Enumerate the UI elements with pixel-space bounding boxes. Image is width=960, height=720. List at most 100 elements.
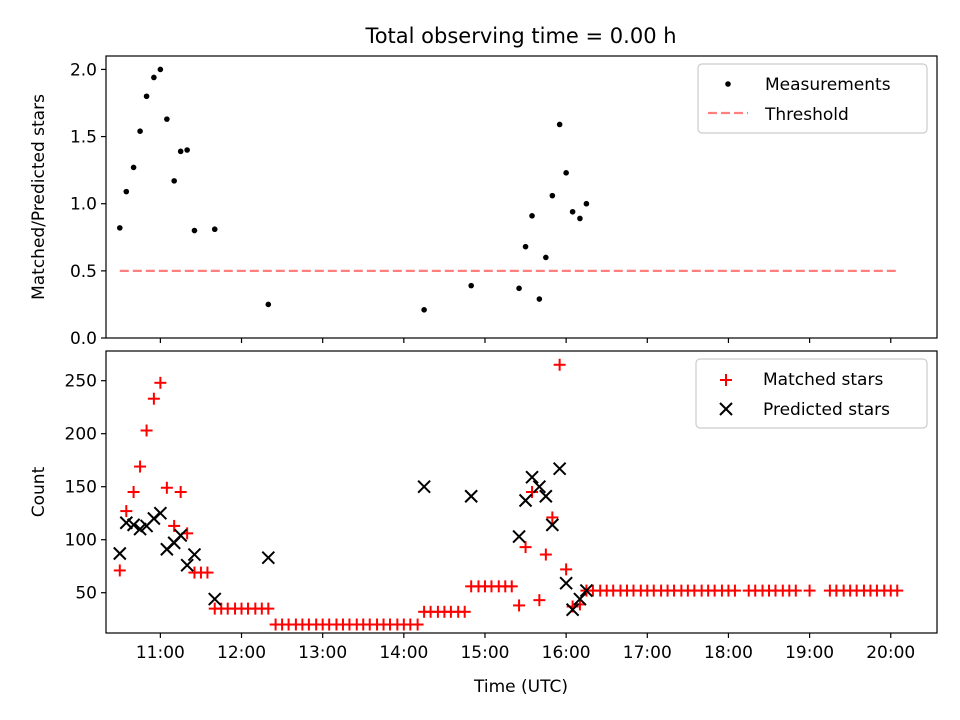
predicted-point [565,602,580,617]
predicted-point [464,489,478,503]
matched-point [553,358,566,371]
x-tick-label: 17:00 [623,643,672,663]
legend-label-matched: Matched stars [763,370,883,390]
matched-point [891,584,904,597]
matched-point [789,584,802,597]
measurement-point [516,285,522,292]
measurement-point [468,282,474,289]
legend-count: Matched stars Predicted stars [695,358,928,429]
legend-box-ratio [697,63,928,134]
y-tick-label: 250 [65,372,97,392]
predicted-point [559,576,573,590]
measurement-point [583,200,590,207]
matched-point [539,548,552,561]
matched-point [201,566,214,579]
measurement-point [157,66,164,73]
predicted-point [173,528,188,543]
y-tick-label: 0.0 [70,329,97,349]
legend-marker-matched [720,374,732,386]
y-tick-label: 100 [65,531,97,551]
measurement-point [556,121,563,128]
series-layer-count [113,358,904,631]
matched-point [127,486,140,498]
matched-point [803,584,816,597]
matched-point [513,599,526,612]
x-tick-label: 12:00 [217,643,266,663]
measurement-point [184,147,190,153]
matched-point [140,424,153,437]
predicted-point [187,547,202,562]
predicted-point [525,470,539,484]
y-axis-label-count: Count [29,466,49,517]
legend-box-count [695,358,928,429]
matched-point [411,618,424,631]
matched-point [160,481,173,494]
matched-point [560,563,573,576]
y-tick-label: 1.0 [70,195,97,215]
chart-title: Total observing time = 0.00 h [364,24,676,48]
measurement-point [543,254,549,261]
legend-ratio: Measurements Threshold [697,63,928,134]
legend-marker-predicted [719,402,733,416]
y-tick-label: 1.5 [70,128,97,148]
matched-point [120,505,133,518]
measurement-point [529,213,535,219]
x-tick-label: 15:00 [460,643,509,663]
matched-point [147,392,160,405]
matched-point [113,564,126,577]
predicted-point [180,558,194,572]
matched-point [174,486,187,498]
matched-point [154,376,167,389]
measurement-point [577,215,583,222]
x-ticks-count: 11:00 12:00 13:00 14:00 15:00 16:00 17:00 18:00… [136,633,915,663]
matched-point [505,580,518,593]
predicted-point [545,518,560,532]
predicted-point [417,479,431,494]
x-tick-label: 16:00 [542,643,591,663]
predicted-point [552,461,567,476]
y-tick-label: 2.0 [70,60,97,80]
predicted-point [261,551,276,565]
legend-label-threshold: Threshold [764,105,849,125]
predicted-point [119,516,133,530]
plot-frame-count [105,350,938,634]
predicted-point [512,529,526,544]
measurement-point [522,243,529,250]
x-tick-label: 20:00 [866,643,915,663]
matched-point [458,605,471,618]
matched-point [546,511,559,524]
legend-label-measurements: Measurements [765,75,891,95]
matched-point [519,541,532,554]
measurement-point [143,93,150,100]
y-ticks-count: 50 100 150 200 250 [65,372,106,604]
measurement-point [549,192,556,199]
series-layer-ratio [116,66,899,313]
legend-label-predicted: Predicted stars [763,400,890,420]
measurement-point [137,128,143,134]
matched-point [526,486,539,498]
measurement-point [116,225,123,231]
measurement-point [171,178,177,184]
predicted-point [126,518,141,532]
x-tick-label: 14:00 [379,643,428,663]
plot-frame-ratio [105,55,938,339]
x-axis-label: Time (UTC) [473,677,568,697]
x-tick-label: 11:00 [136,643,185,663]
x-ticks-ratio [159,338,892,343]
matched-point [533,594,546,607]
count-plot: Count Time (UTC) 50 100 150 200 250 11:00 12:… [29,350,938,697]
y-tick-label: 150 [65,478,97,498]
matched-point [262,602,275,615]
y-tick-label: 0.5 [70,262,97,282]
measurement-point [569,208,576,215]
measurement-point [191,227,198,234]
measurement-point [164,116,170,122]
y-axis-label-ratio: Matched/Predicted stars [29,94,49,300]
predicted-point [208,592,222,606]
predicted-point [518,493,533,508]
predicted-point [153,506,168,520]
measurement-point [421,307,427,313]
y-ticks-ratio: 0.0 0.5 1.0 1.5 2.0 [70,60,106,349]
predicted-point [579,583,594,598]
